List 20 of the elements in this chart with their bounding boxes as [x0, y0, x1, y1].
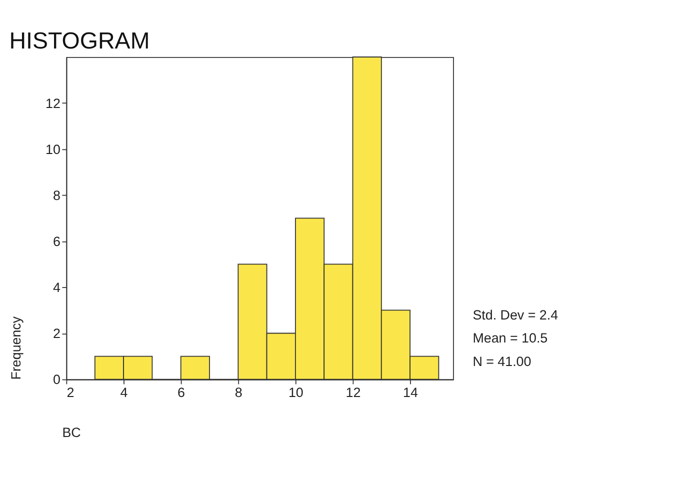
x-tick-label: 12 — [346, 384, 361, 400]
x-tick-label: 4 — [120, 384, 128, 400]
x-tick-label: 14 — [403, 384, 418, 400]
y-tick-label: 4 — [52, 280, 61, 296]
text: N = 41.00 — [472, 354, 532, 369]
x-tick-label: 10 — [288, 384, 304, 400]
y-tick-label: 2 — [52, 326, 60, 342]
y-tick-label: 6 — [52, 234, 60, 250]
y-tick-label: 10 — [46, 142, 60, 158]
chart-title: HISTOGRAM — [9, 27, 150, 54]
x-tick-label: 6 — [178, 384, 186, 400]
y-tick-label: 0 — [52, 372, 60, 388]
y-tick-label: 8 — [52, 188, 60, 204]
x-tick-label: 8 — [234, 384, 242, 400]
x-tick-label: 2 — [66, 384, 74, 400]
text: Mean = 10.5 — [472, 330, 548, 346]
y-axis-title: Frequency — [8, 316, 24, 380]
x-axis-title: BC — [62, 425, 82, 440]
text: Std. Dev = 2.4 — [472, 307, 559, 322]
y-tick-label: 12 — [46, 96, 60, 111]
